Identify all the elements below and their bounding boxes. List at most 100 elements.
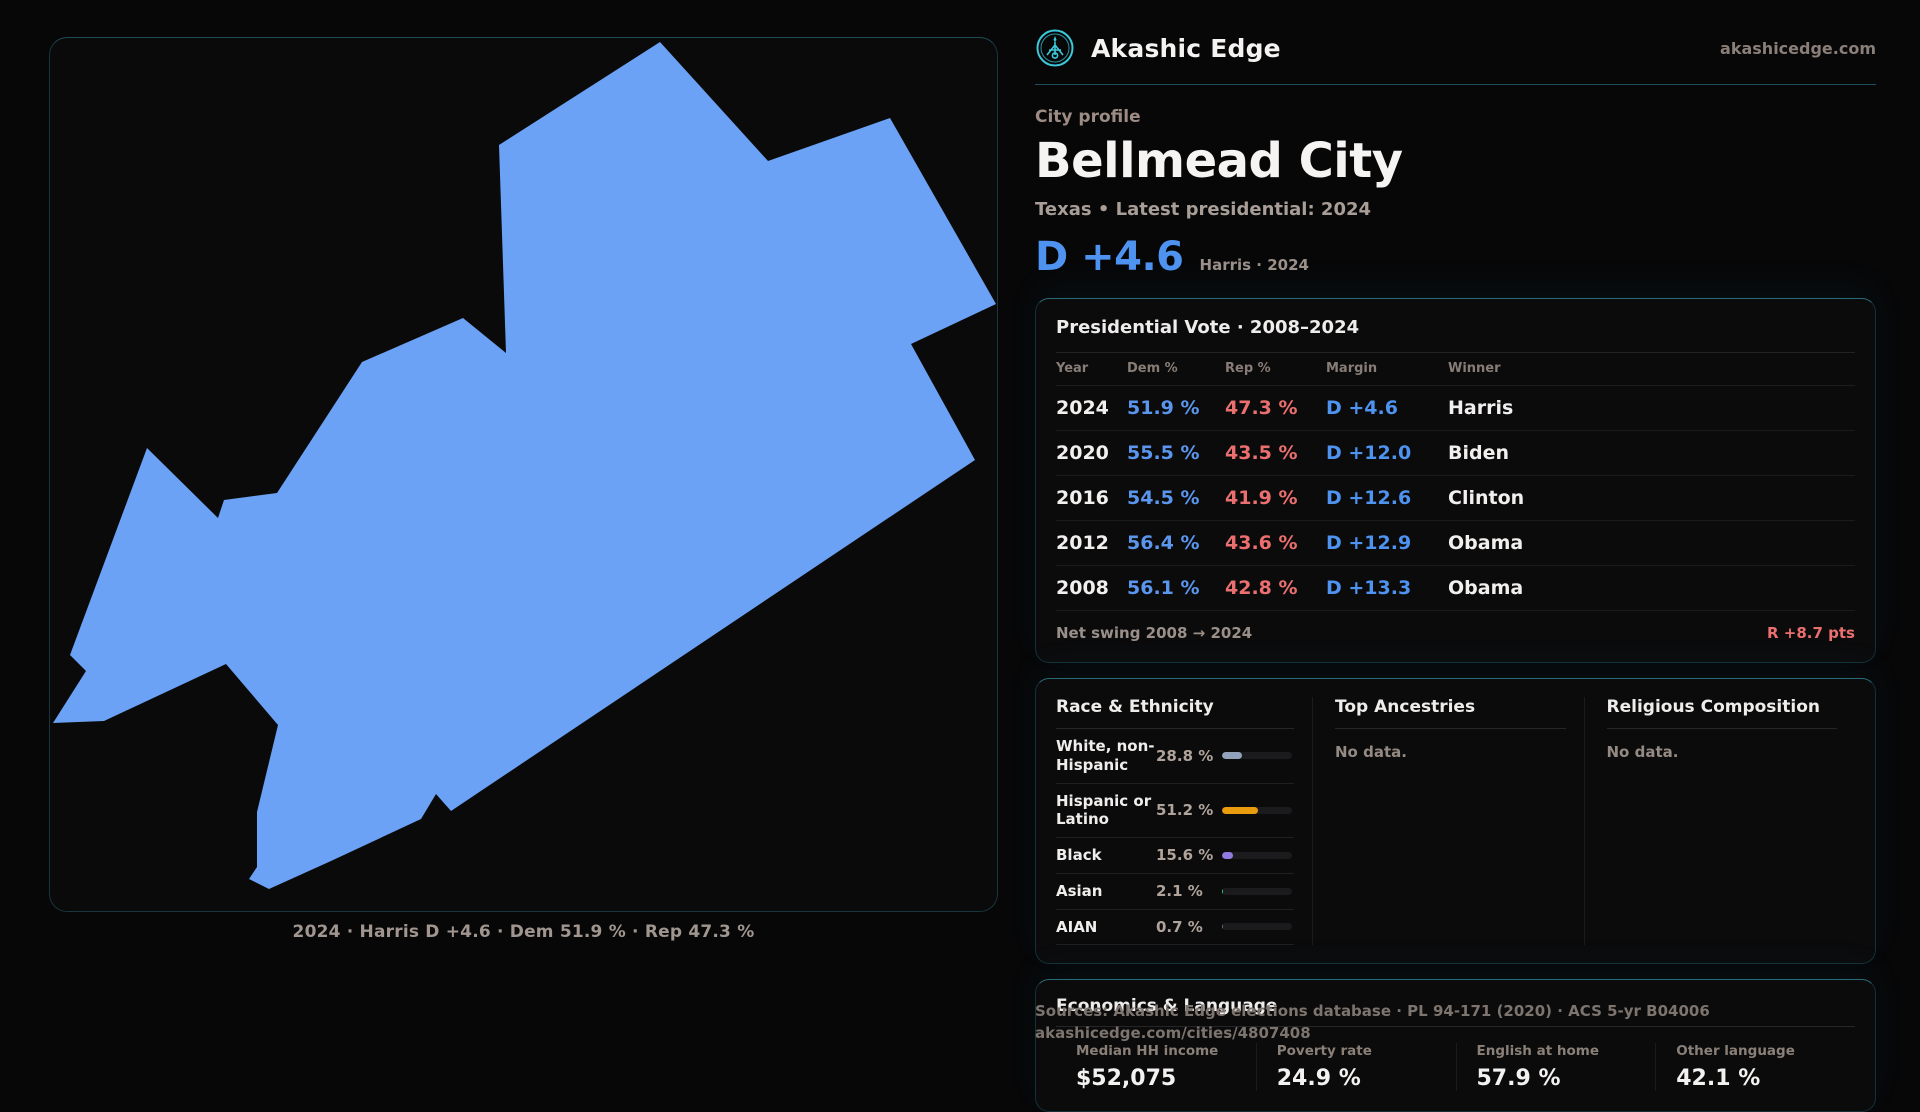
race-label: Asian bbox=[1056, 882, 1156, 901]
race-label: AIAN bbox=[1056, 918, 1156, 937]
page: 2024 · Harris D +4.6 · Dem 51.9 % · Rep … bbox=[0, 0, 1920, 1080]
table-row: 2012 56.4 % 43.6 % D +12.9 Obama bbox=[1056, 521, 1855, 566]
headline-margin: D +4.6 Harris · 2024 bbox=[1035, 234, 1876, 280]
stat-poverty-rate: Poverty rate 24.9 % bbox=[1256, 1043, 1456, 1091]
city-map bbox=[50, 38, 998, 912]
list-item: Hispanic or Latino 51.2 % bbox=[1056, 784, 1294, 839]
race-value: 2.1 % bbox=[1156, 882, 1222, 900]
cell-year: 2016 bbox=[1056, 487, 1127, 509]
cell-winner: Obama bbox=[1448, 577, 1855, 599]
cell-margin: D +12.9 bbox=[1326, 532, 1448, 554]
cell-winner: Harris bbox=[1448, 397, 1855, 419]
margin-note: Harris · 2024 bbox=[1200, 256, 1309, 274]
race-bar bbox=[1222, 807, 1292, 814]
col-margin: Margin bbox=[1326, 361, 1448, 376]
cell-dem: 56.4 % bbox=[1127, 532, 1225, 554]
economics-stats: Median HH income $52,075 Poverty rate 24… bbox=[1056, 1043, 1855, 1091]
race-bar-fill bbox=[1222, 752, 1242, 759]
ancestries-no-data: No data. bbox=[1335, 743, 1566, 761]
cell-dem: 54.5 % bbox=[1127, 487, 1225, 509]
table-row: 2024 51.9 % 47.3 % D +4.6 Harris bbox=[1056, 386, 1855, 431]
net-swing-value: R +8.7 pts bbox=[1767, 624, 1855, 642]
table-row: 2016 54.5 % 41.9 % D +12.6 Clinton bbox=[1056, 476, 1855, 521]
cell-winner: Clinton bbox=[1448, 487, 1855, 509]
stat-median-income: Median HH income $52,075 bbox=[1056, 1043, 1256, 1091]
religion-section-title: Religious Composition bbox=[1607, 697, 1838, 729]
ancestries-section-title: Top Ancestries bbox=[1335, 697, 1566, 729]
religion-no-data: No data. bbox=[1607, 743, 1838, 761]
stat-value: 57.9 % bbox=[1477, 1066, 1656, 1091]
race-value: 51.2 % bbox=[1156, 801, 1222, 819]
brand-logo-icon bbox=[1035, 28, 1075, 68]
race-bar bbox=[1222, 852, 1292, 859]
brand-site-link[interactable]: akashicedge.com bbox=[1720, 39, 1876, 58]
col-year: Year bbox=[1056, 361, 1127, 376]
stat-value: 24.9 % bbox=[1277, 1066, 1456, 1091]
list-item: AIAN 0.7 % bbox=[1056, 910, 1294, 946]
stat-value: $52,075 bbox=[1076, 1066, 1256, 1091]
brand-name: Akashic Edge bbox=[1091, 34, 1281, 63]
race-bar bbox=[1222, 888, 1292, 895]
eyebrow-label: City profile bbox=[1035, 107, 1876, 127]
vote-table-header: Year Dem % Rep % Margin Winner bbox=[1056, 352, 1855, 386]
net-swing-row: Net swing 2008 → 2024 R +8.7 pts bbox=[1056, 611, 1855, 648]
city-boundary-shape bbox=[53, 42, 996, 889]
table-row: 2008 56.1 % 42.8 % D +13.3 Obama bbox=[1056, 566, 1855, 611]
table-row: 2020 55.5 % 43.5 % D +12.0 Biden bbox=[1056, 431, 1855, 476]
race-bar-fill bbox=[1222, 888, 1223, 895]
cell-dem: 51.9 % bbox=[1127, 397, 1225, 419]
cell-year: 2008 bbox=[1056, 577, 1127, 599]
race-bar bbox=[1222, 923, 1292, 930]
cell-rep: 41.9 % bbox=[1225, 487, 1326, 509]
profile-column: Akashic Edge akashicedge.com City profil… bbox=[1035, 28, 1876, 1112]
list-item: Asian 2.1 % bbox=[1056, 874, 1294, 910]
race-label: Black bbox=[1056, 846, 1156, 865]
city-map-panel bbox=[49, 37, 998, 912]
city-permalink[interactable]: akashicedge.com/cities/4807408 bbox=[1035, 1024, 1311, 1042]
city-subtitle: Texas • Latest presidential: 2024 bbox=[1035, 199, 1876, 220]
net-swing-label: Net swing 2008 → 2024 bbox=[1056, 624, 1252, 642]
stat-label: Median HH income bbox=[1076, 1043, 1256, 1059]
cell-winner: Obama bbox=[1448, 532, 1855, 554]
race-value: 0.7 % bbox=[1156, 918, 1222, 936]
cell-margin: D +13.3 bbox=[1326, 577, 1448, 599]
cell-winner: Biden bbox=[1448, 442, 1855, 464]
margin-value: D +4.6 bbox=[1035, 234, 1184, 280]
cell-margin: D +4.6 bbox=[1326, 397, 1448, 419]
race-bar-fill bbox=[1222, 807, 1258, 814]
cell-rep: 43.5 % bbox=[1225, 442, 1326, 464]
cell-dem: 56.1 % bbox=[1127, 577, 1225, 599]
page-title: Bellmead City bbox=[1035, 133, 1876, 189]
cell-dem: 55.5 % bbox=[1127, 442, 1225, 464]
race-value: 28.8 % bbox=[1156, 747, 1222, 765]
stat-other-language: Other language 42.1 % bbox=[1655, 1043, 1855, 1091]
stat-label: English at home bbox=[1477, 1043, 1656, 1059]
map-caption: 2024 · Harris D +4.6 · Dem 51.9 % · Rep … bbox=[49, 922, 998, 942]
race-value: 15.6 % bbox=[1156, 846, 1222, 864]
cell-rep: 42.8 % bbox=[1225, 577, 1326, 599]
cell-year: 2024 bbox=[1056, 397, 1127, 419]
cell-rep: 47.3 % bbox=[1225, 397, 1326, 419]
presidential-vote-card: Presidential Vote · 2008–2024 Year Dem %… bbox=[1035, 298, 1876, 663]
economics-card: Economics & Language Median HH income $5… bbox=[1035, 979, 1876, 1112]
demographics-card: Race & Ethnicity White, non-Hispanic 28.… bbox=[1035, 678, 1876, 964]
race-label: White, non-Hispanic bbox=[1056, 737, 1156, 775]
col-dem: Dem % bbox=[1127, 361, 1225, 376]
race-section-title: Race & Ethnicity bbox=[1056, 697, 1294, 729]
vote-card-title: Presidential Vote · 2008–2024 bbox=[1056, 317, 1855, 338]
race-ethnicity-section: Race & Ethnicity White, non-Hispanic 28.… bbox=[1056, 697, 1312, 945]
race-bar-fill bbox=[1222, 852, 1233, 859]
race-label: Hispanic or Latino bbox=[1056, 792, 1156, 830]
list-item: White, non-Hispanic 28.8 % bbox=[1056, 729, 1294, 784]
stat-label: Other language bbox=[1676, 1043, 1855, 1059]
religious-composition-section: Religious Composition No data. bbox=[1584, 697, 1856, 945]
sources-footer: Sources: Akashic Edge elections database… bbox=[1035, 1001, 1710, 1045]
top-ancestries-section: Top Ancestries No data. bbox=[1312, 697, 1584, 945]
cell-margin: D +12.6 bbox=[1326, 487, 1448, 509]
race-bar bbox=[1222, 752, 1292, 759]
cell-margin: D +12.0 bbox=[1326, 442, 1448, 464]
site-header: Akashic Edge akashicedge.com bbox=[1035, 28, 1876, 85]
stat-label: Poverty rate bbox=[1277, 1043, 1456, 1059]
cell-rep: 43.6 % bbox=[1225, 532, 1326, 554]
col-winner: Winner bbox=[1448, 361, 1855, 376]
